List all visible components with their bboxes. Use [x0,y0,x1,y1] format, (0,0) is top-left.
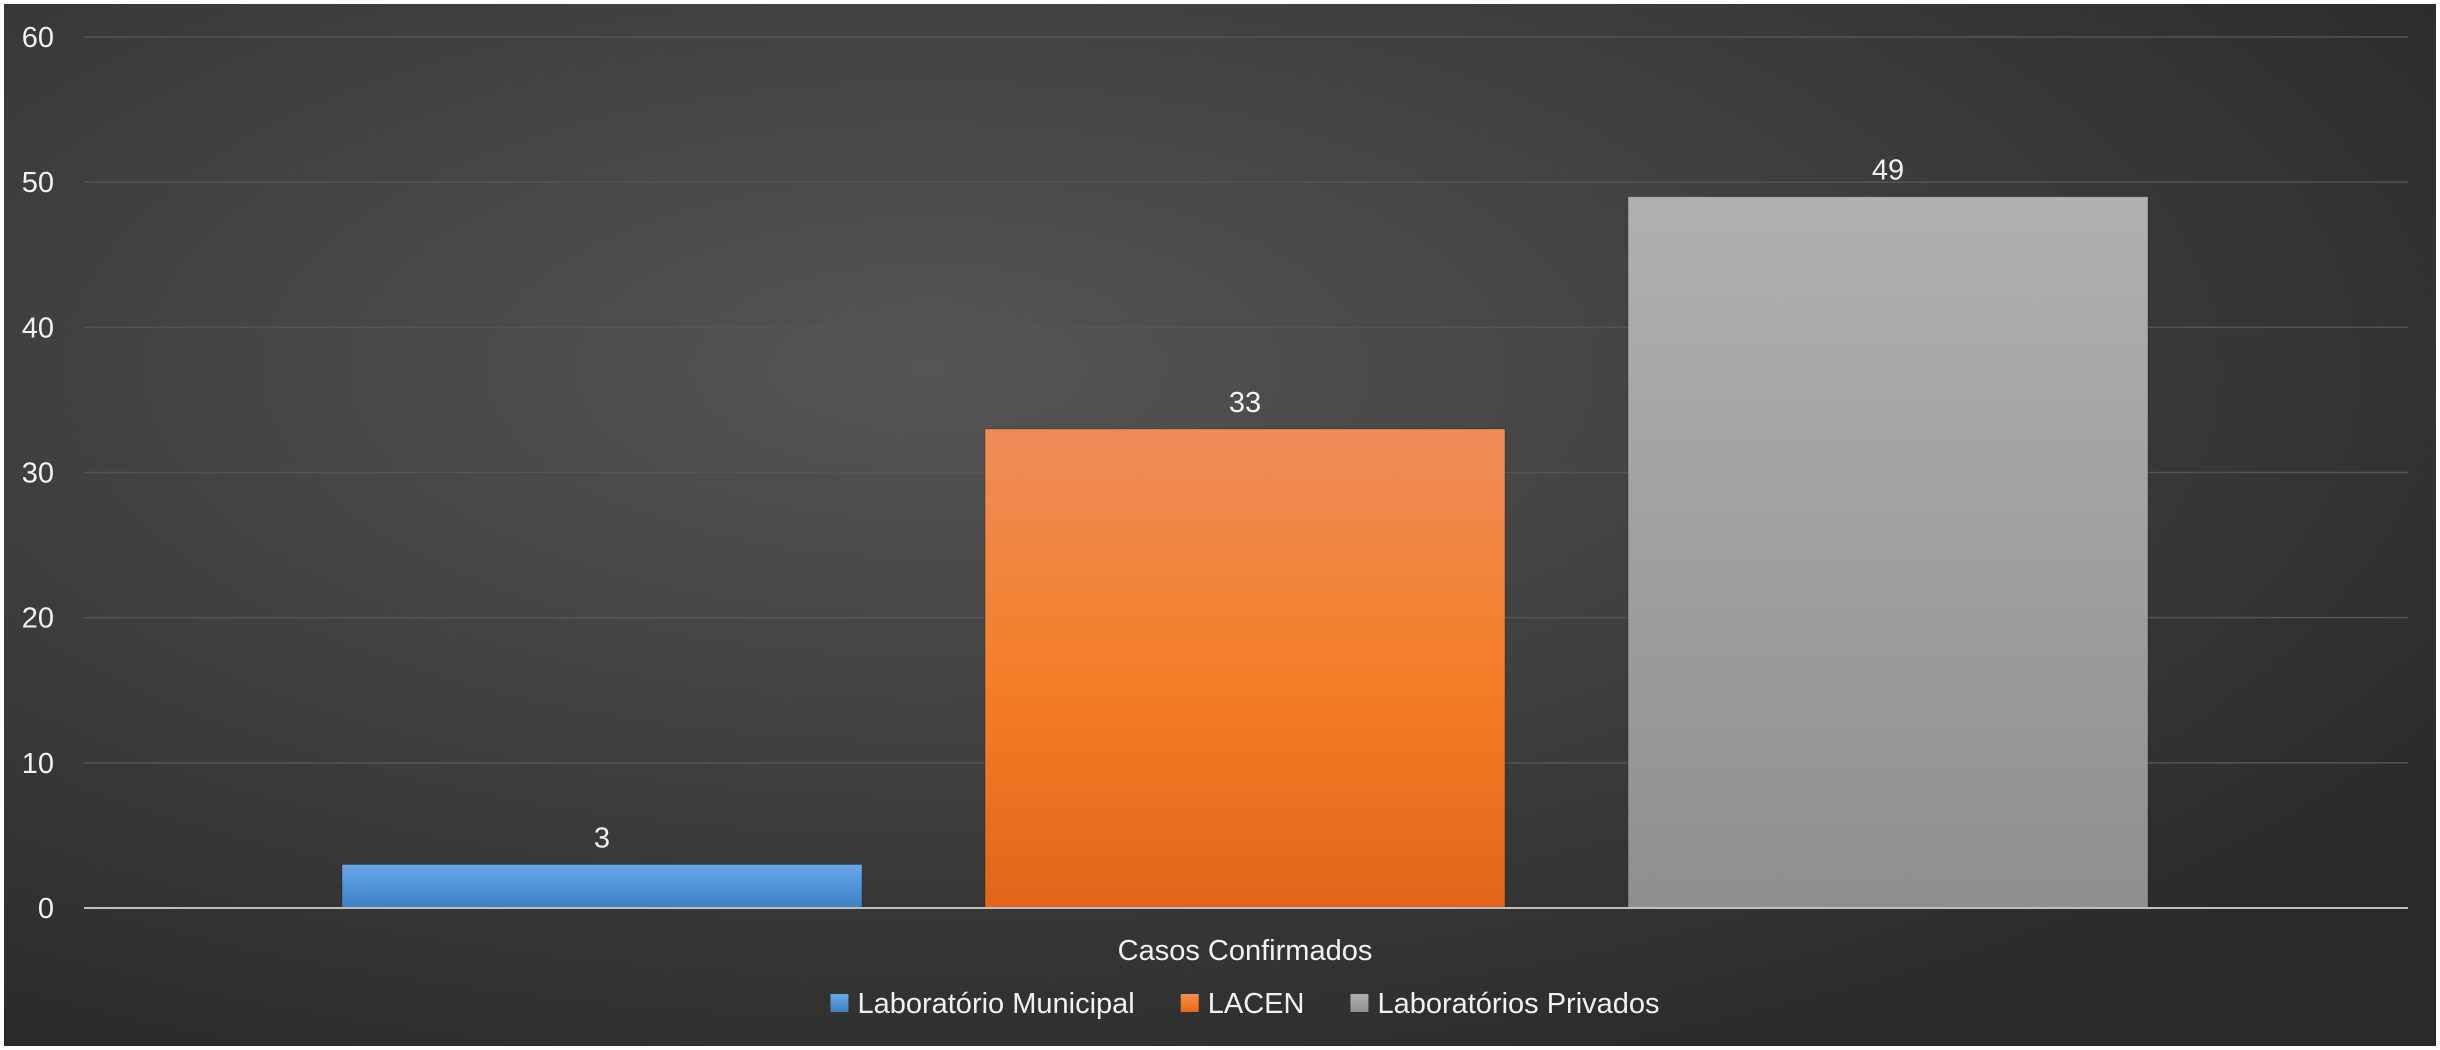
y-tick-label: 10 [22,748,54,780]
legend-item: Laboratórios Privados [1350,988,1660,1020]
y-tick-label: 0 [38,893,54,925]
legend-label: Laboratórios Privados [1377,988,1659,1020]
bar-laborat-rios-privados [1627,196,2149,909]
legend-swatch [830,994,849,1012]
bar-lacen [984,428,1506,909]
bar-laborat-rio-municipal [341,863,863,909]
data-label: 33 [1229,387,1261,419]
legend-item: LACEN [1180,988,1305,1020]
legend-swatch [1180,994,1199,1012]
legend-swatch [1350,994,1369,1012]
y-tick-label: 60 [22,22,54,54]
legend-item: Laboratório Municipal [830,988,1135,1020]
data-label: 3 [594,822,610,854]
legend-label: Laboratório Municipal [857,988,1134,1020]
y-tick-label: 50 [22,167,54,199]
y-tick-label: 20 [22,603,54,635]
x-axis: Casos Confirmados [1118,935,1373,967]
y-tick-label: 30 [22,458,54,490]
legend-label: LACEN [1208,988,1305,1020]
y-axis: 0 10 20 30 40 50 60 [22,22,54,925]
x-category-label: Casos Confirmados [1118,935,1373,967]
data-label: 49 [1872,155,1904,187]
legend: Laboratório Municipal LACEN Laboratórios P… [830,988,1660,1020]
y-tick-label: 40 [22,312,54,344]
